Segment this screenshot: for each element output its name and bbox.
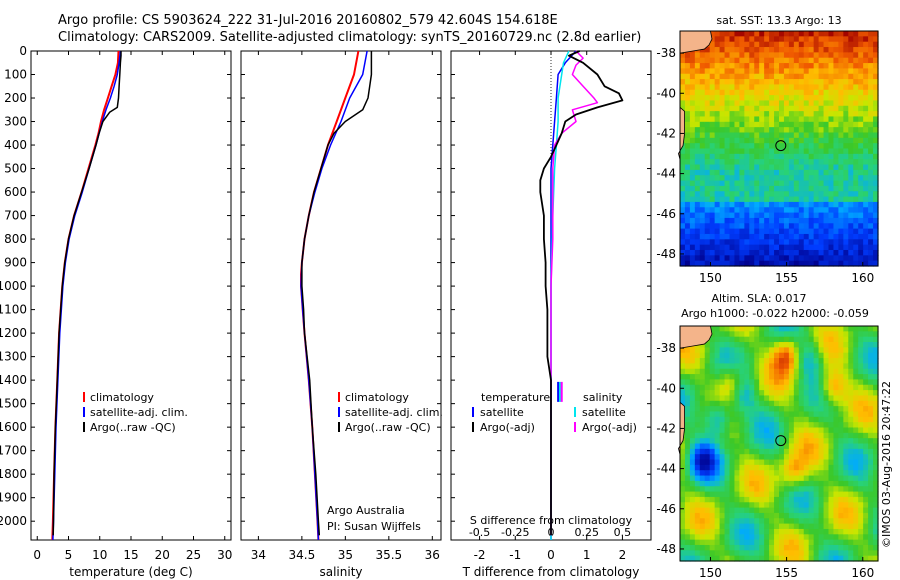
- depth-tick-label: 1500: [0, 397, 27, 411]
- temperature-profile-chart: 0100200300400500600700800900100011001200…: [0, 44, 232, 579]
- temperature-xtick-label: 15: [123, 548, 138, 562]
- sst_map-xtick-label: 155: [775, 271, 798, 285]
- credit-pi: PI: Susan Wijffels: [327, 520, 421, 533]
- sla_map-xtick-label: 160: [851, 566, 874, 580]
- temperature-xtick-label: 0: [33, 548, 41, 562]
- temp-series-argo: [52, 51, 122, 536]
- salinity-xtick-label: 36: [425, 548, 440, 562]
- salinity-profile-chart: 34 34.5 35 35.5 36 salinity climatology satelli…: [240, 50, 443, 579]
- salinity-frame: [240, 50, 442, 541]
- temperature-xtick-label: 25: [186, 548, 201, 562]
- diff-s-tick-label: -0.25: [501, 526, 529, 539]
- sla_map-xtick-label: 150: [699, 566, 722, 580]
- difference-xtick-label: -1: [509, 548, 521, 562]
- sst_map-xtick-label: 150: [699, 271, 722, 285]
- depth-tick-label: 600: [4, 185, 27, 199]
- title-line-1: Argo profile: CS 5903624_222 31-Jul-2016…: [58, 13, 558, 28]
- salinity-xtick-label: 34.5: [289, 548, 316, 562]
- depth-tick-label: 1200: [0, 326, 27, 340]
- salinity-xlabel: salinity: [319, 565, 362, 579]
- depth-tick-label: 1700: [0, 444, 27, 458]
- sst_map-ytick-label: -44: [656, 167, 676, 181]
- diff-s-tick-label: 0.25: [574, 526, 599, 539]
- depth-tick-label: 300: [4, 115, 27, 129]
- sst_map-xtick-label: 160: [851, 271, 874, 285]
- temperature-xtick-label: 30: [217, 548, 232, 562]
- sst_map-frame: [679, 30, 879, 267]
- sla_map-argo-marker: [775, 435, 787, 447]
- depth-tick-label: 1400: [0, 373, 27, 387]
- sst_map-ytick-label: -38: [656, 46, 676, 60]
- sla-map-subtitle: Argo h1000: -0.022 h2000: -0.059: [681, 307, 869, 320]
- diff-s-tick-label: -0.5: [469, 526, 490, 539]
- sla_map-frame: [679, 325, 879, 562]
- difference-xtick-label: 2: [619, 548, 627, 562]
- temperature-xtick-label: 20: [155, 548, 170, 562]
- salinity-xtick-label: 35.5: [375, 548, 402, 562]
- diff-series-3: [539, 50, 624, 536]
- diff-t-legend-label: Argo(-adj): [480, 421, 535, 434]
- sla_map-ytick-label: -46: [656, 502, 676, 516]
- sst_map-ytick-label: -46: [656, 207, 676, 221]
- sal-legend-label: climatology: [345, 391, 409, 404]
- depth-tick-label: 800: [4, 232, 27, 246]
- depth-tick-label: 1300: [0, 350, 27, 364]
- credit-argo-australia: Argo Australia: [327, 504, 405, 517]
- sst_map-cells: [680, 31, 879, 267]
- depth-tick-label: 700: [4, 209, 27, 223]
- sla_map-ytick-label: -48: [656, 542, 676, 556]
- temperature-xtick-label: 5: [65, 548, 73, 562]
- depth-tick-label: 500: [4, 162, 27, 176]
- depth-tick-label: 200: [4, 91, 27, 105]
- difference-xlabel: T difference from climatology: [462, 565, 640, 579]
- diff-s-legend-label: salinity: [583, 391, 623, 404]
- sst-map: 150 155 160 -38 -40 -42 -44 -46 -48 sat. SST: 13.…: [656, 14, 879, 285]
- sla_map-xtick-label: 155: [775, 566, 798, 580]
- title-line-2: Climatology: CARS2009. Satellite-adjuste…: [58, 30, 642, 45]
- sal-legend-label: Argo(..raw -QC): [345, 421, 431, 434]
- difference-xtick-label: 1: [583, 548, 591, 562]
- depth-tick-label: 0: [19, 44, 27, 58]
- depth-tick-label: 1900: [0, 491, 27, 505]
- depth-tick-label: 1100: [0, 303, 27, 317]
- sst_map-ytick-label: -42: [656, 126, 676, 140]
- sst-map-title: sat. SST: 13.3 Argo: 13: [716, 14, 841, 27]
- depth-tick-label: 1800: [0, 467, 27, 481]
- sla_map-ytick-label: -38: [656, 341, 676, 355]
- diff-t-legend-label: temperature: [481, 391, 550, 404]
- depth-tick-label: 900: [4, 256, 27, 270]
- diff-t-legend-label: satellite: [480, 406, 524, 419]
- diff-s-tick-label: 0.5: [614, 526, 632, 539]
- salinity-xtick-label: 35: [338, 548, 353, 562]
- diff-s-legend-label: satellite: [582, 406, 626, 419]
- sla_map-ytick-label: -44: [656, 462, 676, 476]
- sst_map-ytick-label: -48: [656, 247, 676, 261]
- salinity-xtick-label: 34: [251, 548, 266, 562]
- difference-xtick-label: -2: [474, 548, 486, 562]
- diff-s-legend-label: Argo(-adj): [582, 421, 637, 434]
- temp-legend-label: Argo(..raw -QC): [90, 421, 176, 434]
- sst_map-argo-marker: [775, 140, 787, 152]
- sla-map-title: Altim. SLA: 0.017: [711, 292, 806, 305]
- sal-series-argo: [301, 51, 373, 536]
- depth-tick-label: 400: [4, 138, 27, 152]
- sst_map-ytick-label: -40: [656, 86, 676, 100]
- depth-tick-label: 100: [4, 68, 27, 82]
- depth-tick-label: 1600: [0, 420, 27, 434]
- depth-tick-label: 2000: [0, 514, 27, 528]
- temp-legend-label: climatology: [90, 391, 154, 404]
- sla_map-ytick-label: -40: [656, 381, 676, 395]
- temperature-xlabel: temperature (deg C): [69, 565, 192, 579]
- sal-legend-label: satellite-adj. clim.: [345, 406, 443, 419]
- diff-series-2: [550, 50, 599, 536]
- temp-legend-label: satellite-adj. clim.: [90, 406, 188, 419]
- depth-tick-label: 1000: [0, 279, 27, 293]
- temperature-xtick-label: 10: [92, 548, 107, 562]
- difference-xtick-label: 0: [547, 548, 555, 562]
- difference-profile-chart: -2 -1 0 1 2 T difference from climatology -0.5…: [450, 50, 652, 579]
- watermark: ©IMOS 03-Aug-2016 20:47:22: [880, 381, 893, 548]
- sla_map-cells: [680, 326, 879, 562]
- sla_map-ytick-label: -42: [656, 421, 676, 435]
